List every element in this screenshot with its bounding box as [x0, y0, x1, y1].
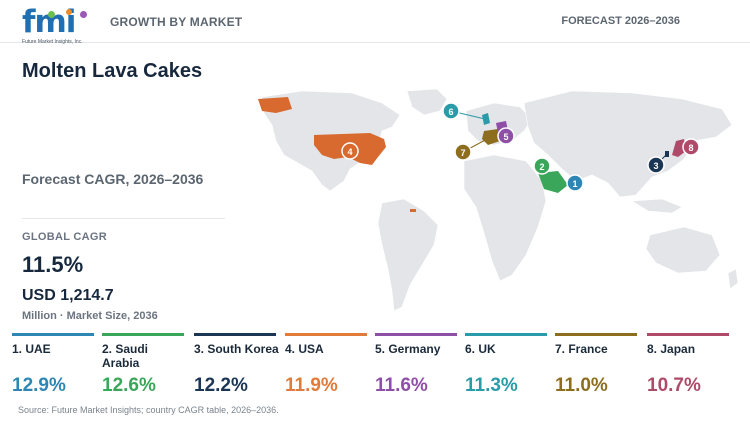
- page-title: Molten Lava Cakes: [22, 60, 203, 82]
- landmass-new-zealand: [727, 268, 739, 290]
- marker-3-label: 3: [653, 161, 658, 171]
- card-south-korea-value: 12.2%: [194, 375, 248, 396]
- card-south-korea-bar: [194, 333, 276, 336]
- card-germany-name: 5. Germany: [375, 342, 441, 356]
- marker-3[interactable]: 3: [647, 156, 665, 174]
- global-cagr-value: 11.5%: [22, 252, 84, 277]
- card-japan[interactable]: 8. Japan 10.7%: [647, 333, 729, 401]
- logo-subtitle: Future Market Insights, Inc.: [22, 39, 83, 45]
- card-saudi-arabia-name: 2. Saudi Arabia: [102, 342, 149, 370]
- market-size-value: USD 1,214.7: [22, 287, 114, 304]
- country-usa-alaska: [258, 97, 292, 113]
- growth-by-market-label: GROWTH BY MARKET: [110, 15, 243, 29]
- card-uk-name: 6. UK: [465, 342, 496, 356]
- fmi-logo[interactable]: fmi Future Market Insights, Inc.: [22, 4, 92, 48]
- card-france-name: 7. France: [555, 342, 608, 356]
- card-uae[interactable]: 1. UAE 12.9%: [12, 333, 94, 401]
- country-saudi-arabia: [538, 171, 568, 193]
- country-france: [482, 129, 500, 145]
- card-usa[interactable]: 4. USA 11.9%: [285, 333, 367, 401]
- marker-4-label: 4: [347, 147, 352, 157]
- country-japan: [672, 139, 686, 157]
- header-bar: fmi Future Market Insights, Inc. GROWTH …: [0, 0, 750, 45]
- market-size-label: Million · Market Size, 2036: [22, 310, 158, 322]
- card-uk-value: 11.3%: [465, 375, 518, 396]
- landmass-indonesia: [631, 198, 683, 214]
- card-japan-name: 8. Japan: [647, 342, 696, 356]
- marker-2[interactable]: 2: [533, 157, 551, 175]
- marker-6-label: 6: [448, 107, 453, 117]
- logo-dot-purple: [80, 11, 87, 18]
- country-uk: [482, 113, 490, 125]
- card-japan-value: 10.7%: [647, 375, 701, 396]
- card-france-value: 11.0%: [555, 375, 608, 396]
- marker-8-label: 8: [688, 143, 693, 153]
- marker-6[interactable]: 6: [442, 102, 460, 120]
- marker-2-label: 2: [539, 162, 544, 172]
- landmass-south-america: [377, 198, 439, 312]
- country-caribbean: [410, 209, 416, 212]
- card-saudi-arabia-value: 12.6%: [102, 375, 156, 396]
- card-uae-bar: [12, 333, 94, 336]
- marker-1-label: 1: [572, 179, 577, 189]
- source-note: Source: Future Market Insights; country …: [18, 405, 279, 415]
- card-uk[interactable]: 6. UK 11.3%: [465, 333, 547, 401]
- card-germany-value: 11.6%: [375, 375, 428, 396]
- divider: [22, 218, 225, 219]
- global-cagr-label: GLOBAL CAGR: [22, 231, 107, 243]
- forecast-period-label: FORECAST 2026–2036: [561, 15, 680, 27]
- logo-dot-green: [48, 11, 55, 18]
- world-map: 4 6 5 7 2 1 3 8: [258, 88, 739, 312]
- landmass-asia: [523, 90, 733, 198]
- marker-7[interactable]: 7: [454, 143, 472, 161]
- card-usa-value: 11.9%: [285, 375, 338, 396]
- card-south-korea-name: 3. South Korea: [194, 342, 279, 356]
- marker-7-label: 7: [460, 148, 465, 158]
- card-germany-bar: [375, 333, 457, 336]
- logo-dot-orange: [66, 9, 72, 15]
- marker-1[interactable]: 1: [566, 174, 584, 192]
- card-japan-bar: [647, 333, 729, 336]
- card-uae-value: 12.9%: [12, 375, 66, 396]
- card-uae-name: 1. UAE: [12, 342, 51, 356]
- card-south-korea[interactable]: 3. South Korea 12.2%: [194, 333, 279, 401]
- card-saudi-arabia[interactable]: 2. Saudi Arabia 12.6%: [102, 333, 184, 401]
- card-uk-bar: [465, 333, 547, 336]
- card-france-bar: [555, 333, 637, 336]
- card-saudi-arabia-bar: [102, 333, 184, 336]
- landmass-greenland: [406, 88, 448, 116]
- card-usa-bar: [285, 333, 367, 336]
- marker-5[interactable]: 5: [497, 127, 515, 145]
- country-cards: 1. UAE 12.9% 2. Saudi Arabia 12.6% 3. So…: [12, 333, 740, 401]
- card-france[interactable]: 7. France 11.0%: [555, 333, 637, 401]
- marker-4[interactable]: 4: [341, 142, 359, 160]
- card-germany[interactable]: 5. Germany 11.6%: [375, 333, 457, 401]
- landmass-africa: [463, 154, 547, 282]
- card-usa-name: 4. USA: [285, 342, 324, 356]
- marker-5-label: 5: [503, 132, 508, 142]
- marker-8[interactable]: 8: [682, 138, 700, 156]
- cagr-heading: Forecast CAGR, 2026–2036: [22, 171, 204, 187]
- landmass-australia: [645, 226, 721, 274]
